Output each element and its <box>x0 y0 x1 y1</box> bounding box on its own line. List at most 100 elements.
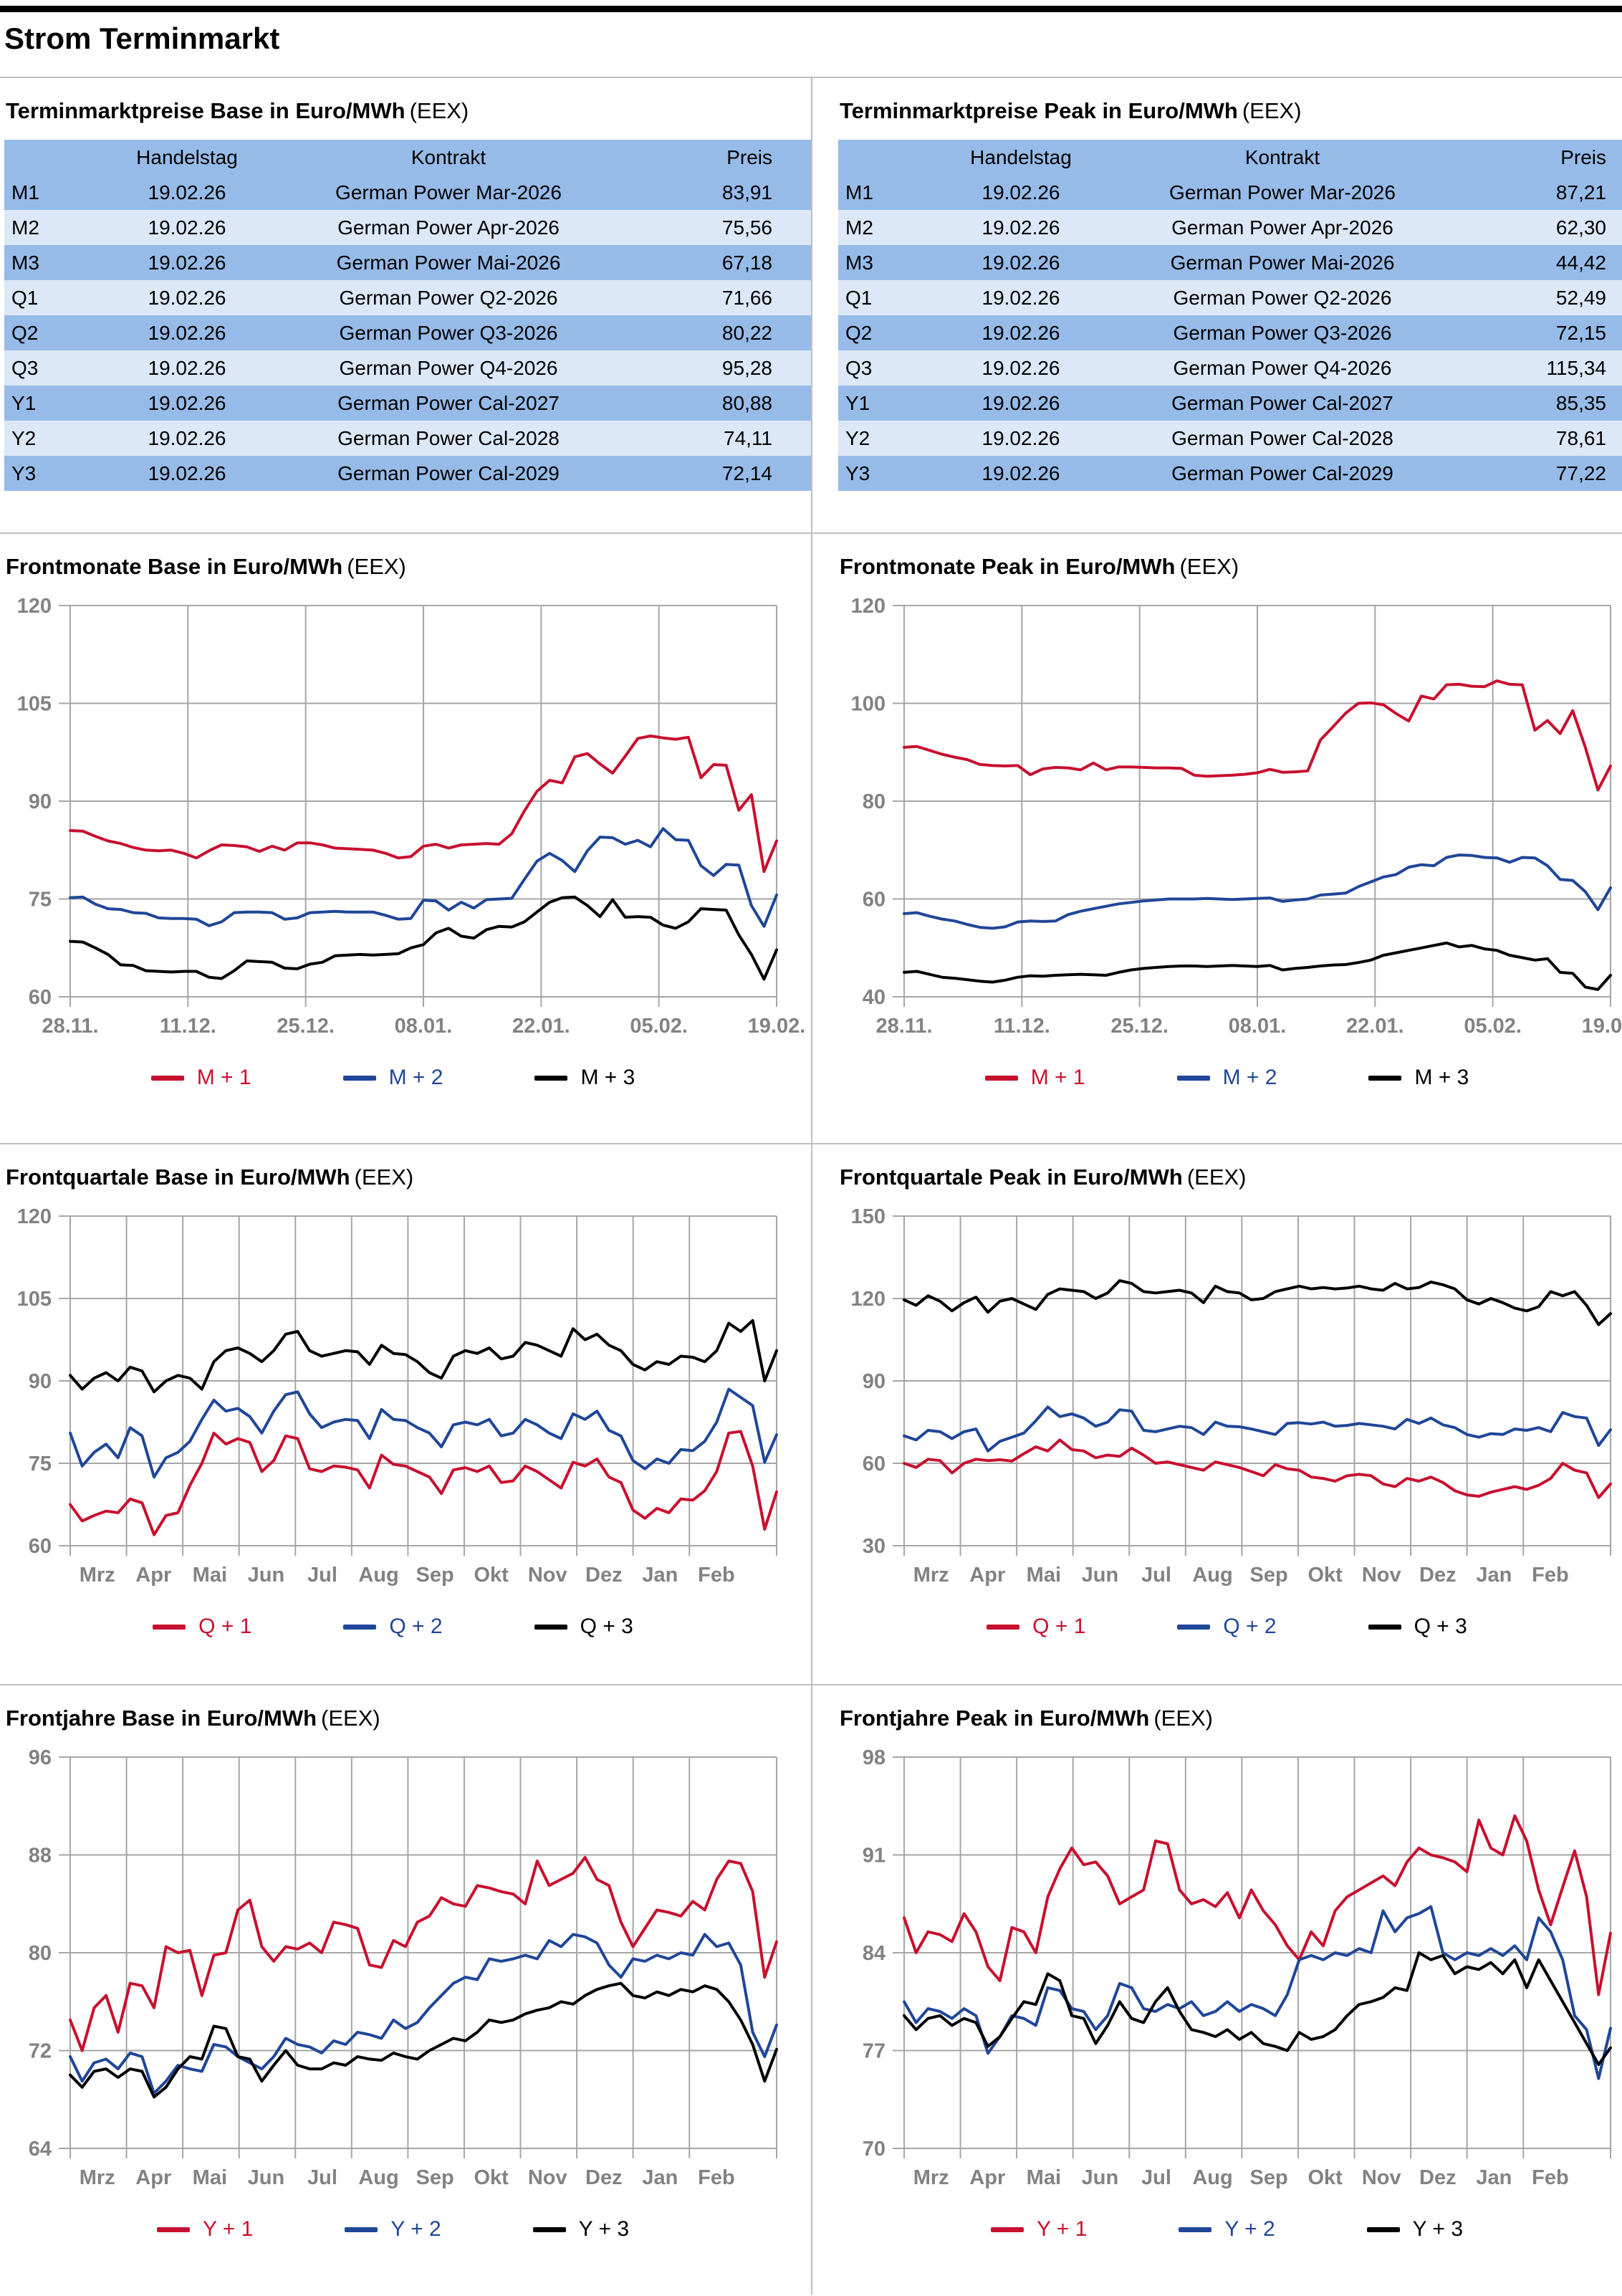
legend-item: Q + 3 <box>534 1615 633 1639</box>
table-cell: 67,18 <box>721 251 772 274</box>
axis-tick-label: Mai <box>1027 1564 1061 1587</box>
series-q-plus-2 <box>903 1405 1612 1453</box>
section-title-table-peak: Terminmarktpreise Peak in Euro/MWh (EEX) <box>840 98 1622 124</box>
table-cell: German Power Q4-2026 <box>339 356 558 379</box>
legend-dash-icon <box>150 1075 184 1081</box>
table-cell: 19.02.26 <box>982 356 1060 379</box>
axis-tick-label: Okt <box>474 2166 509 2189</box>
legend-label: M + 2 <box>1222 1066 1277 1089</box>
series-m-plus-3 <box>69 895 778 981</box>
chart-title-suffix: (EEX) <box>1153 1706 1214 1731</box>
legend-dash-icon <box>1366 2226 1400 2232</box>
axis-tick-label: Apr <box>969 2166 1005 2189</box>
legend-label: Q + 1 <box>1032 1615 1086 1638</box>
legend-item: Q + 2 <box>343 1615 443 1639</box>
legend-item: Q + 1 <box>153 1615 251 1639</box>
table-cell: 19.02.26 <box>148 391 226 414</box>
legend-item: M + 2 <box>1176 1066 1277 1090</box>
series-m-plus-1 <box>903 679 1612 792</box>
table-row: M1 19.02.26 German Power Mar-2026 83,91 <box>4 175 812 210</box>
table-cell: Q2 <box>845 321 873 344</box>
chart-title-frontjahre-peak: Frontjahre Peak in Euro/MWh (EEX) <box>840 1706 1622 1731</box>
chart-canvas: 60 75 90 105 120 Mrz Apr Mai Jun Jul Aug Sep Okt Nov D… <box>17 1205 778 1587</box>
axis-tick-label: 80 <box>863 790 886 813</box>
legend-item: Y + 2 <box>1179 2217 1275 2242</box>
axis-tick-label: Nov <box>528 2166 567 2189</box>
axis-tick-label: Sep <box>416 2166 454 2189</box>
series-y-plus-2 <box>903 1905 1612 2080</box>
axis-tick-label: 22.01. <box>1346 1015 1404 1038</box>
axis-tick-label: 28.11. <box>42 1015 98 1038</box>
page-title: Strom Terminmarkt <box>4 21 280 55</box>
axis-tick-label: Apr <box>135 2166 171 2189</box>
axis-tick-label: 60 <box>29 1535 52 1558</box>
axis-tick-label: 08.01. <box>395 1015 453 1038</box>
axis-tick-label: Jul <box>1141 1564 1171 1587</box>
axis-tick-label: Okt <box>474 1564 509 1587</box>
column-header: Preis <box>1560 145 1606 168</box>
table-cell: 78,61 <box>1555 426 1606 449</box>
table-cell: German Power Q2-2026 <box>339 286 558 309</box>
base-price-table-host: Handelstag Kontrakt Preis M1 19.02.26 German … <box>4 140 812 491</box>
table-peak-suffix: (EEX) <box>1242 98 1302 123</box>
table-row: Q1 19.02.26 German Power Q2-2026 52,49 <box>838 280 1622 315</box>
legend-dash-icon <box>153 1624 186 1630</box>
legend-item: Q + 3 <box>1368 1615 1467 1639</box>
axis-tick-label: Jul <box>307 2166 337 2189</box>
axis-tick-label: Dez <box>585 2166 623 2189</box>
legend-dash-icon <box>534 1075 568 1081</box>
table-row: Y1 19.02.26 German Power Cal-2027 85,35 <box>838 386 1622 421</box>
chart-legend: M + 1 M + 2 M + 3 <box>838 1066 1616 1090</box>
axis-tick-label: 25.12. <box>277 1015 335 1038</box>
table-cell: 74,11 <box>724 426 772 449</box>
table-cell: 19.02.26 <box>982 461 1060 484</box>
table-cell: 62,30 <box>1555 216 1606 239</box>
legend-dash-icon <box>534 1624 567 1630</box>
table-row: M2 19.02.26 German Power Apr-2026 62,30 <box>838 210 1622 245</box>
axis-tick-label: 30 <box>863 1535 886 1558</box>
chart-title-text: Frontmonate Base in Euro/MWh <box>6 554 343 579</box>
axis-tick-label: 91 <box>863 1845 886 1867</box>
table-row: Q2 19.02.26 German Power Q3-2026 80,22 <box>4 315 812 350</box>
table-cell: M1 <box>845 181 873 204</box>
legend-dash-icon <box>532 2226 566 2232</box>
section-title-table-base: Terminmarktpreise Base in Euro/MWh (EEX) <box>6 98 811 124</box>
column-header <box>838 140 917 175</box>
chart-title-frontquartale-peak: Frontquartale Peak in Euro/MWh (EEX) <box>840 1164 1622 1190</box>
table-cell: German Power Cal-2028 <box>1171 426 1393 449</box>
table-cell: German Power Cal-2028 <box>337 426 560 449</box>
table-cell: German Power Mai-2026 <box>1170 251 1395 274</box>
chart-frontquartale-peak: 30 60 90 120 150 Mrz Apr Mai Jun Jul Aug Sep Okt Nov D… <box>838 1205 1616 1639</box>
table-cell: Y3 <box>11 461 37 484</box>
table-cell: 87,21 <box>1555 181 1606 204</box>
axis-tick-label: 19.02. <box>748 1015 806 1038</box>
table-cell: German Power Cal-2027 <box>337 391 560 414</box>
chart-title-text: Frontquartale Base in Euro/MWh <box>6 1164 350 1190</box>
table-cell: German Power Q3-2026 <box>339 321 558 344</box>
legend-item: M + 1 <box>984 1066 1085 1090</box>
table-cell: 71,66 <box>721 286 772 309</box>
legend-item: Y + 1 <box>156 2217 253 2242</box>
series-q-plus-3 <box>69 1319 778 1394</box>
chart-canvas: 64 72 80 88 96 Mrz Apr Mai Jun Jul Aug Sep Okt Nov Dez… <box>29 1746 778 2189</box>
axis-tick-label: 75 <box>29 1453 52 1475</box>
series-q-plus-3 <box>903 1279 1612 1326</box>
axis-tick-label: 120 <box>851 595 886 618</box>
axis-tick-label: Jun <box>1082 2166 1119 2189</box>
section-table-peak: Terminmarktpreise Peak in Euro/MWh (EEX) … <box>811 78 1622 534</box>
legend-label: M + 2 <box>388 1066 443 1089</box>
axis-tick-label: 105 <box>17 1288 52 1311</box>
chart-legend: Y + 1 Y + 2 Y + 3 <box>838 2217 1616 2242</box>
axis-tick-label: 90 <box>863 1370 886 1393</box>
axis-tick-label: Mai <box>193 1564 227 1587</box>
table-cell: 19.02.26 <box>148 321 226 344</box>
column-header: Handelstag <box>136 145 238 168</box>
section-frontmonate-peak: Frontmonate Peak in Euro/MWh (EEX) 40 60 80… <box>811 534 1622 1144</box>
legend-dash-icon <box>1177 1624 1211 1630</box>
axis-tick-label: Aug <box>358 2166 398 2189</box>
table-cell: German Power Mar-2026 <box>1169 181 1396 204</box>
legend-label: M + 1 <box>196 1066 251 1089</box>
axis-tick-label: 64 <box>29 2138 52 2161</box>
table-cell: German Power Q2-2026 <box>1173 286 1392 309</box>
axis-tick-label: 28.11. <box>875 1015 932 1038</box>
